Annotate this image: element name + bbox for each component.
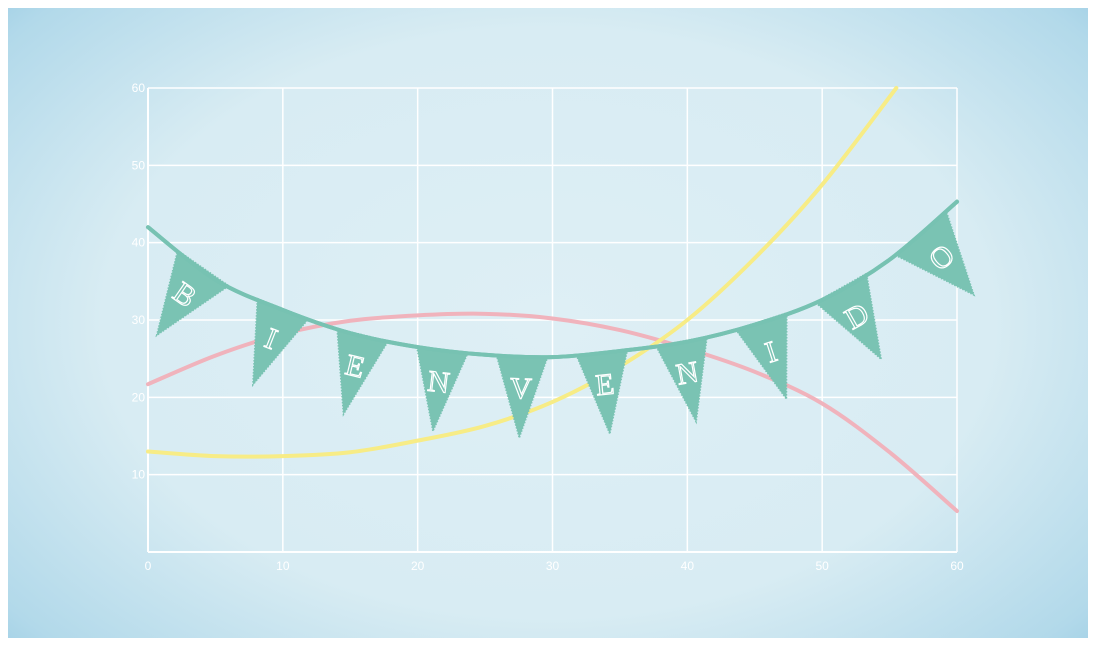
- banner-flag: N: [654, 335, 708, 425]
- y-tick-label: 50: [132, 158, 146, 172]
- x-tick-label: 30: [546, 559, 560, 573]
- flag-pennant: [415, 346, 470, 434]
- banner-flag: N: [415, 346, 470, 434]
- flag-pennant: [155, 249, 231, 338]
- banner-flag: E: [336, 327, 390, 417]
- axes: 0 10 20 30 40 50 60 10 20 30 40 50 60: [132, 81, 964, 573]
- y-tick-label: 60: [132, 81, 146, 95]
- flag-letter: N: [426, 365, 451, 400]
- flag-pennant: [495, 354, 549, 441]
- flag-letter: E: [594, 368, 615, 403]
- flag-pennant: [336, 327, 390, 417]
- flag-letter: V: [510, 372, 533, 406]
- x-tick-label: 50: [815, 559, 829, 573]
- x-tick-label: 0: [145, 559, 152, 573]
- flag-pennant: [734, 311, 788, 402]
- flag-pennant: [251, 297, 310, 388]
- banner-flag: E: [575, 349, 629, 437]
- flag-pennant: [654, 335, 708, 425]
- banner-flag: V: [495, 354, 549, 441]
- y-tick-label: 20: [132, 390, 146, 404]
- banner-flag: I: [251, 297, 310, 388]
- banner-flag: O: [893, 209, 976, 297]
- x-tick-label: 10: [276, 559, 290, 573]
- banner-flag: I: [734, 311, 788, 402]
- flag-pennant: [575, 349, 629, 437]
- banner-flag: B: [155, 249, 231, 338]
- y-tick-label: 30: [132, 313, 146, 327]
- y-tick-label: 10: [132, 468, 146, 482]
- x-tick-label: 40: [681, 559, 695, 573]
- x-tick-label: 60: [950, 559, 964, 573]
- banner-string: [146, 199, 959, 360]
- series-line-2: [146, 86, 899, 459]
- y-tick-label: 40: [132, 236, 146, 250]
- x-tick-label: 20: [411, 559, 425, 573]
